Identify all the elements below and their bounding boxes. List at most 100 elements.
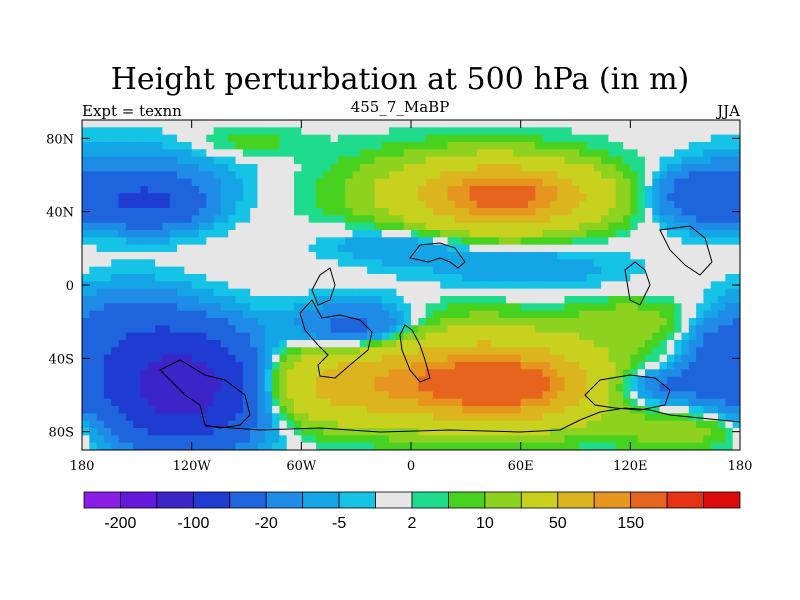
field-cell — [520, 186, 529, 194]
field-cell — [367, 354, 376, 363]
field-cell — [315, 142, 324, 150]
field-cell — [666, 230, 675, 238]
field-cell — [688, 376, 697, 385]
field-cell — [542, 215, 551, 224]
field-cell — [315, 215, 324, 224]
field-cell — [89, 178, 98, 187]
field-cell — [206, 281, 215, 290]
field-cell — [491, 171, 500, 180]
field-cell — [330, 310, 339, 319]
field-cell — [476, 420, 485, 429]
field-cell — [411, 318, 419, 326]
field-cell — [89, 288, 98, 297]
field-cell — [542, 281, 551, 290]
field-cell — [601, 435, 609, 444]
field-cell — [155, 406, 164, 414]
field-cell — [184, 428, 193, 436]
field-cell — [315, 362, 324, 370]
field-cell — [623, 398, 631, 407]
field-cell — [147, 156, 156, 165]
x-tick-label: 60W — [286, 459, 317, 474]
field-cell — [140, 296, 149, 304]
field-cell — [82, 420, 90, 429]
field-cell — [177, 362, 185, 370]
field-cell — [418, 332, 427, 341]
field-cell — [125, 340, 134, 348]
field-cell — [425, 413, 434, 422]
field-cell — [454, 420, 463, 429]
field-cell — [396, 347, 405, 356]
field-cell — [359, 186, 368, 194]
field-cell — [688, 325, 697, 334]
field-cell — [571, 120, 580, 128]
field-cell — [615, 354, 624, 363]
field-cell — [549, 215, 558, 224]
field-cell — [542, 259, 551, 268]
field-cell — [250, 244, 259, 253]
field-cell — [155, 134, 164, 143]
field-cell — [381, 325, 390, 334]
field-cell — [381, 332, 390, 341]
field-cell — [389, 171, 397, 180]
field-cell — [688, 274, 697, 282]
field-cell — [228, 318, 237, 326]
field-cell — [710, 186, 719, 194]
field-cell — [586, 332, 595, 341]
field-cell — [169, 193, 178, 202]
field-cell — [374, 362, 383, 370]
field-cell — [96, 398, 105, 407]
field-cell — [323, 274, 332, 282]
field-cell — [381, 149, 390, 158]
field-cell — [337, 230, 346, 238]
field-cell — [206, 398, 215, 407]
field-cell — [469, 156, 478, 165]
field-cell — [396, 127, 405, 136]
field-cell — [411, 384, 419, 392]
field-cell — [637, 252, 646, 260]
field-cell — [118, 391, 127, 400]
field-cell — [520, 178, 529, 187]
field-cell — [527, 171, 536, 180]
field-cell — [513, 288, 522, 297]
field-cell — [381, 362, 390, 370]
field-cell — [586, 413, 595, 422]
field-cell — [520, 237, 529, 246]
field-cell — [630, 303, 639, 312]
field-cell — [250, 156, 259, 165]
field-cell — [111, 252, 120, 260]
field-cell — [476, 369, 485, 378]
field-cell — [718, 222, 726, 231]
field-cell — [279, 164, 288, 172]
field-cell — [615, 244, 624, 253]
field-cell — [644, 274, 653, 282]
field-cell — [623, 186, 631, 194]
field-cell — [191, 413, 200, 422]
field-cell — [615, 200, 624, 209]
field-cell — [666, 332, 675, 341]
field-cell — [674, 134, 683, 143]
field-cell — [718, 178, 726, 187]
field-cell — [630, 354, 639, 363]
x-tick-label: 180 — [70, 459, 95, 474]
field-cell — [89, 274, 98, 282]
field-cell — [593, 134, 602, 143]
field-cell — [337, 120, 346, 128]
field-cell — [374, 120, 383, 128]
field-cell — [586, 244, 595, 253]
field-cell — [608, 208, 617, 216]
field-cell — [637, 398, 646, 407]
field-cell — [418, 222, 427, 231]
field-cell — [367, 208, 376, 216]
field-cell — [96, 142, 105, 150]
field-cell — [601, 222, 609, 231]
field-cell — [718, 362, 726, 370]
field-cell — [644, 156, 653, 165]
field-cell — [103, 347, 112, 356]
field-cell — [301, 237, 310, 246]
field-cell — [586, 391, 595, 400]
field-cell — [279, 230, 288, 238]
field-cell — [228, 259, 237, 268]
field-cell — [586, 193, 595, 202]
field-cell — [564, 318, 573, 326]
field-cell — [630, 171, 639, 180]
